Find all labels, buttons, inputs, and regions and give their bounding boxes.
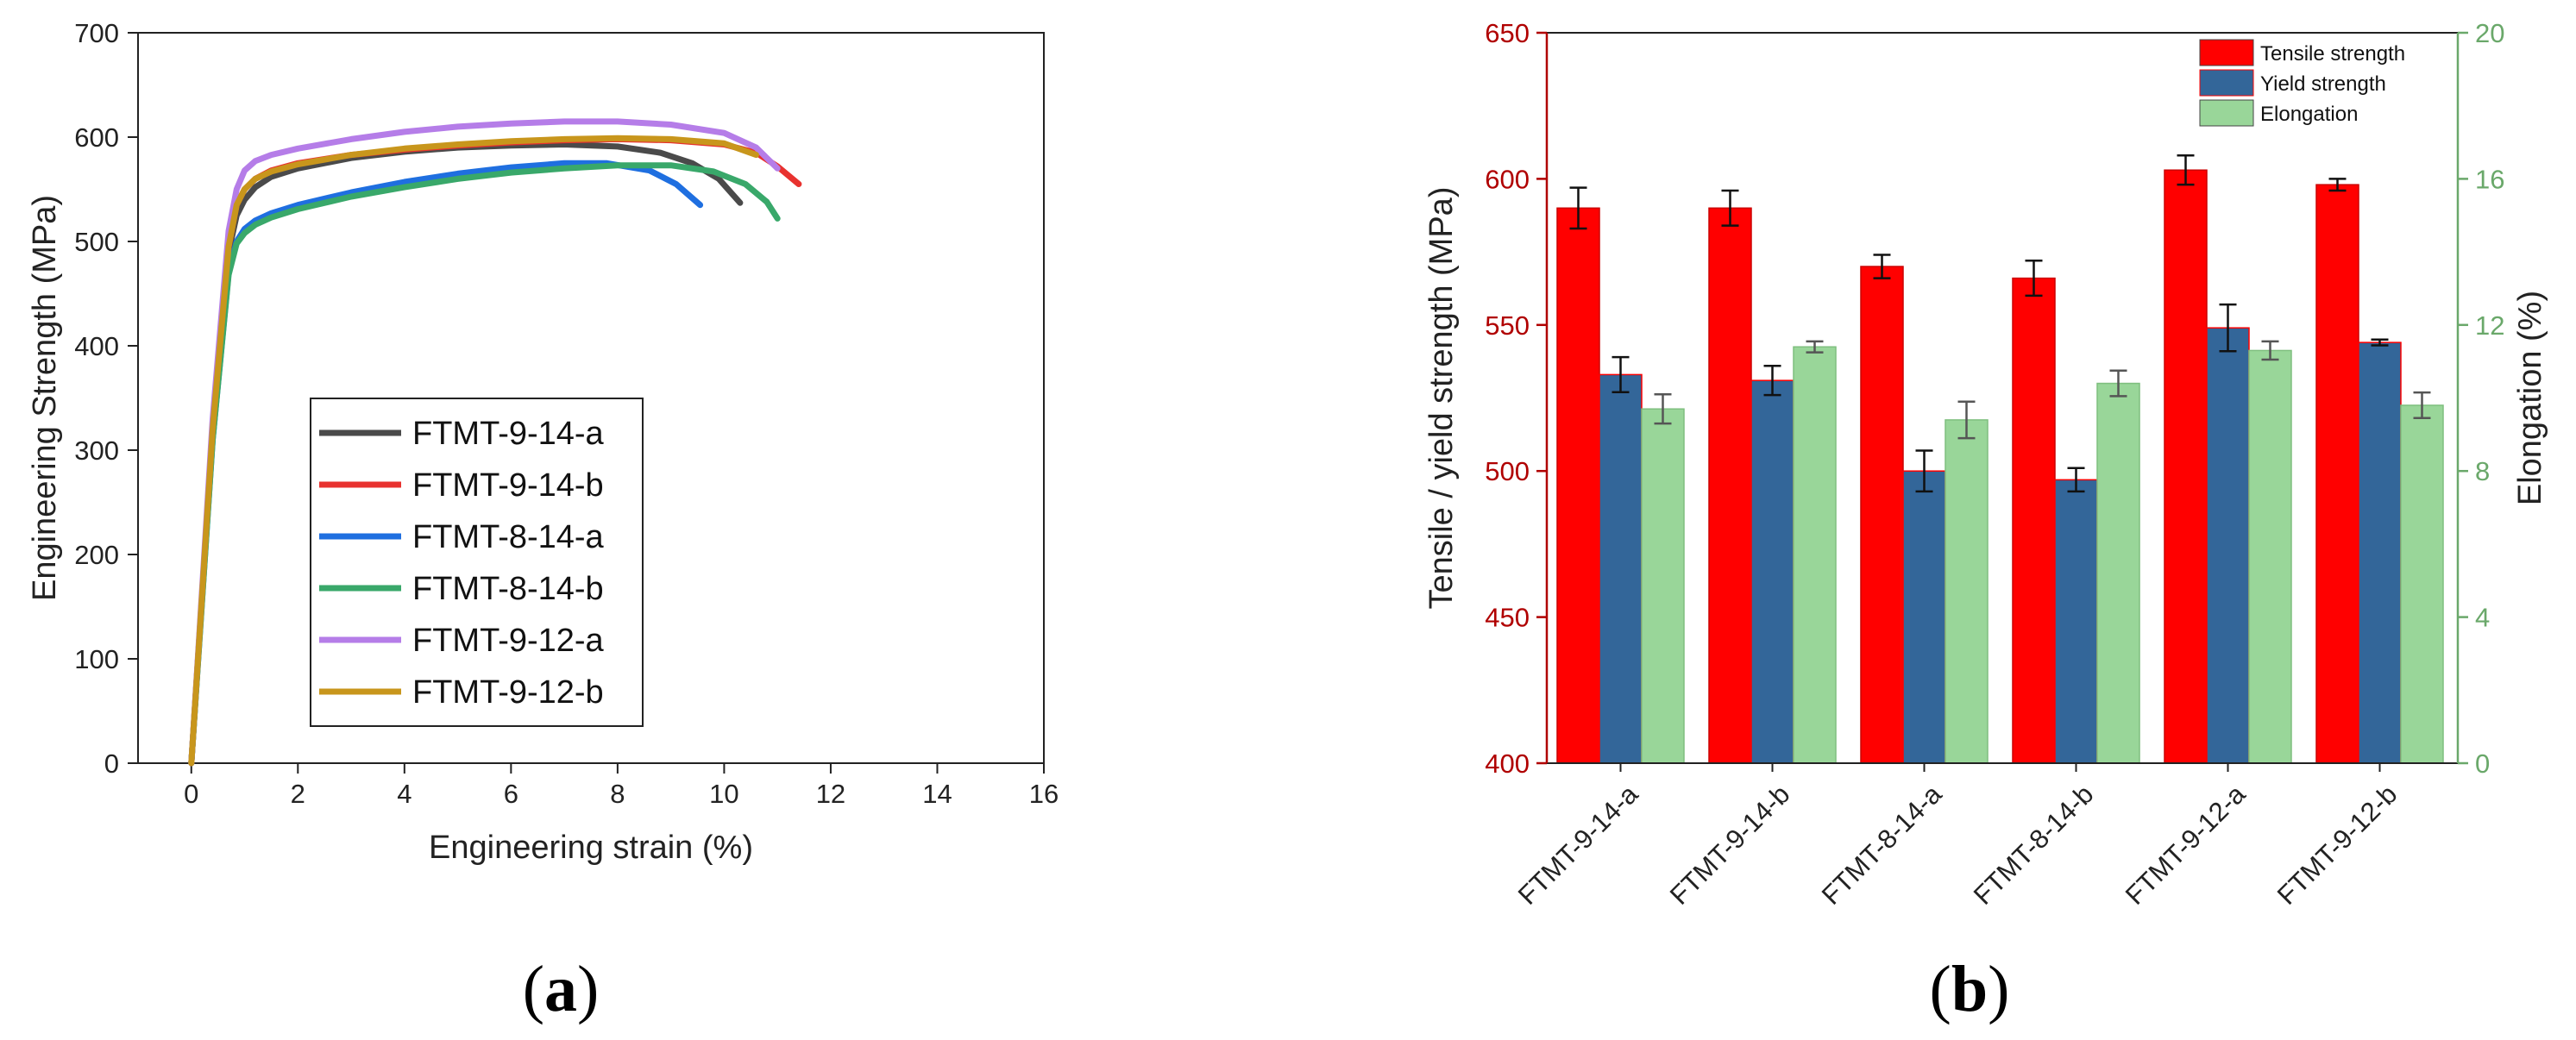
x-tick-label: 14 — [922, 779, 952, 809]
legend-swatch — [2199, 99, 2254, 127]
bar-elongation — [2248, 349, 2292, 764]
panel-a-label: (a) — [523, 953, 600, 1025]
bar-tensile-strength — [1708, 207, 1752, 764]
legend-swatch — [2199, 69, 2254, 97]
legend-label: Yield strength — [2260, 72, 2386, 96]
x-tick-label: FTMT-8-14-a — [1816, 779, 1948, 911]
right-tick-label: 12 — [2475, 310, 2504, 341]
x-tick-label: 10 — [709, 779, 738, 809]
x-tick-label: FTMT-9-14-b — [1664, 779, 1796, 911]
x-tick-label: FTMT-9-12-a — [2120, 779, 2252, 911]
left-tick-label: 600 — [1485, 164, 1530, 194]
bar-yield-strength — [2054, 479, 2098, 764]
right-tick-label: 0 — [2475, 749, 2490, 779]
legend-label: FTMT-9-14-a — [412, 416, 605, 452]
y-tick-label: 500 — [74, 227, 119, 257]
left-tick-label: 500 — [1485, 456, 1530, 486]
legend-label: FTMT-9-12-a — [412, 623, 605, 659]
x-tick-label: 4 — [397, 779, 412, 809]
bar-yield-strength — [1750, 379, 1794, 764]
x-tick-label: 12 — [816, 779, 845, 809]
panel-b-label: (b) — [1930, 953, 2010, 1025]
bar-tensile-strength — [2315, 184, 2359, 764]
series-line-FTMT-9-12-b — [188, 135, 759, 767]
x-axis-label: Engineering strain (%) — [429, 830, 753, 866]
left-tick-label: 550 — [1485, 310, 1530, 341]
bar-elongation — [1641, 408, 1685, 764]
x-tick-label: FTMT-9-14-a — [1512, 779, 1644, 911]
bar-yield-strength — [2358, 341, 2402, 764]
bar-elongation — [2096, 382, 2140, 764]
left-tick-label: 450 — [1485, 603, 1530, 633]
panel-a-strain-curves: 0 2 4 6 8 10 12 14 16 0 100 200 300 400 500 600 700 Engin… — [27, 18, 1059, 866]
bar-elongation — [1793, 346, 1837, 764]
bar-yield-strength — [1599, 373, 1643, 764]
y-tick-label: 200 — [74, 540, 119, 570]
legend-box — [310, 398, 644, 727]
right-tick-label: 16 — [2475, 164, 2504, 194]
series-line-FTMT-9-12-a — [188, 118, 781, 767]
bar-elongation — [1945, 419, 1989, 764]
legend-label: Elongation — [2260, 103, 2358, 126]
panel-b-strength-bars: FTMT-9-14-a FTMT-9-14-b FTMT-8-14-a FTMT-8-… — [1423, 18, 2548, 911]
x-tick-label: 8 — [610, 779, 625, 809]
bar-elongation — [2400, 404, 2444, 764]
bar-yield-strength — [2206, 327, 2250, 764]
x-tick-label: 6 — [504, 779, 518, 809]
bar-tensile-strength — [1860, 266, 1904, 764]
right-tick-label: 20 — [2475, 18, 2504, 48]
left-axis-label: Tensile / yield strength (MPa) — [1423, 187, 1460, 610]
x-tick-label: FTMT-8-14-b — [1968, 779, 2100, 911]
y-tick-label: 0 — [104, 749, 119, 779]
legend-swatch — [2199, 39, 2254, 66]
y-axis-label: Engineering Strength (MPa) — [27, 195, 63, 601]
x-tick-label: FTMT-9-12-b — [2271, 779, 2403, 911]
y-tick-label: 100 — [74, 644, 119, 674]
x-tick-label: 2 — [291, 779, 305, 809]
bar-tensile-strength — [2012, 277, 2056, 764]
legend-label: FTMT-8-14-a — [412, 519, 605, 555]
bar-yield-strength — [1902, 470, 1946, 764]
y-tick-label: 600 — [74, 122, 119, 153]
plot-frame — [137, 32, 1045, 764]
legend-label: Tensile strength — [2260, 42, 2405, 66]
right-tick-label: 8 — [2475, 456, 2490, 486]
legend-label: FTMT-9-14-b — [412, 467, 604, 504]
legend-label: FTMT-8-14-b — [412, 571, 604, 607]
x-tick-label: 0 — [184, 779, 198, 809]
bar-tensile-strength — [2164, 169, 2208, 764]
x-tick-label: 16 — [1029, 779, 1059, 809]
y-tick-label: 300 — [74, 435, 119, 466]
right-tick-label: 4 — [2475, 603, 2490, 633]
legend-label: FTMT-9-12-b — [412, 674, 604, 711]
bar-tensile-strength — [1556, 207, 1600, 764]
left-tick-label: 400 — [1485, 749, 1530, 779]
left-tick-label: 650 — [1485, 18, 1530, 48]
y-tick-label: 400 — [74, 331, 119, 361]
right-axis-label: Elongation (%) — [2512, 291, 2548, 505]
series-line-FTMT-8-14-b — [188, 162, 781, 767]
y-tick-label: 700 — [74, 18, 119, 48]
